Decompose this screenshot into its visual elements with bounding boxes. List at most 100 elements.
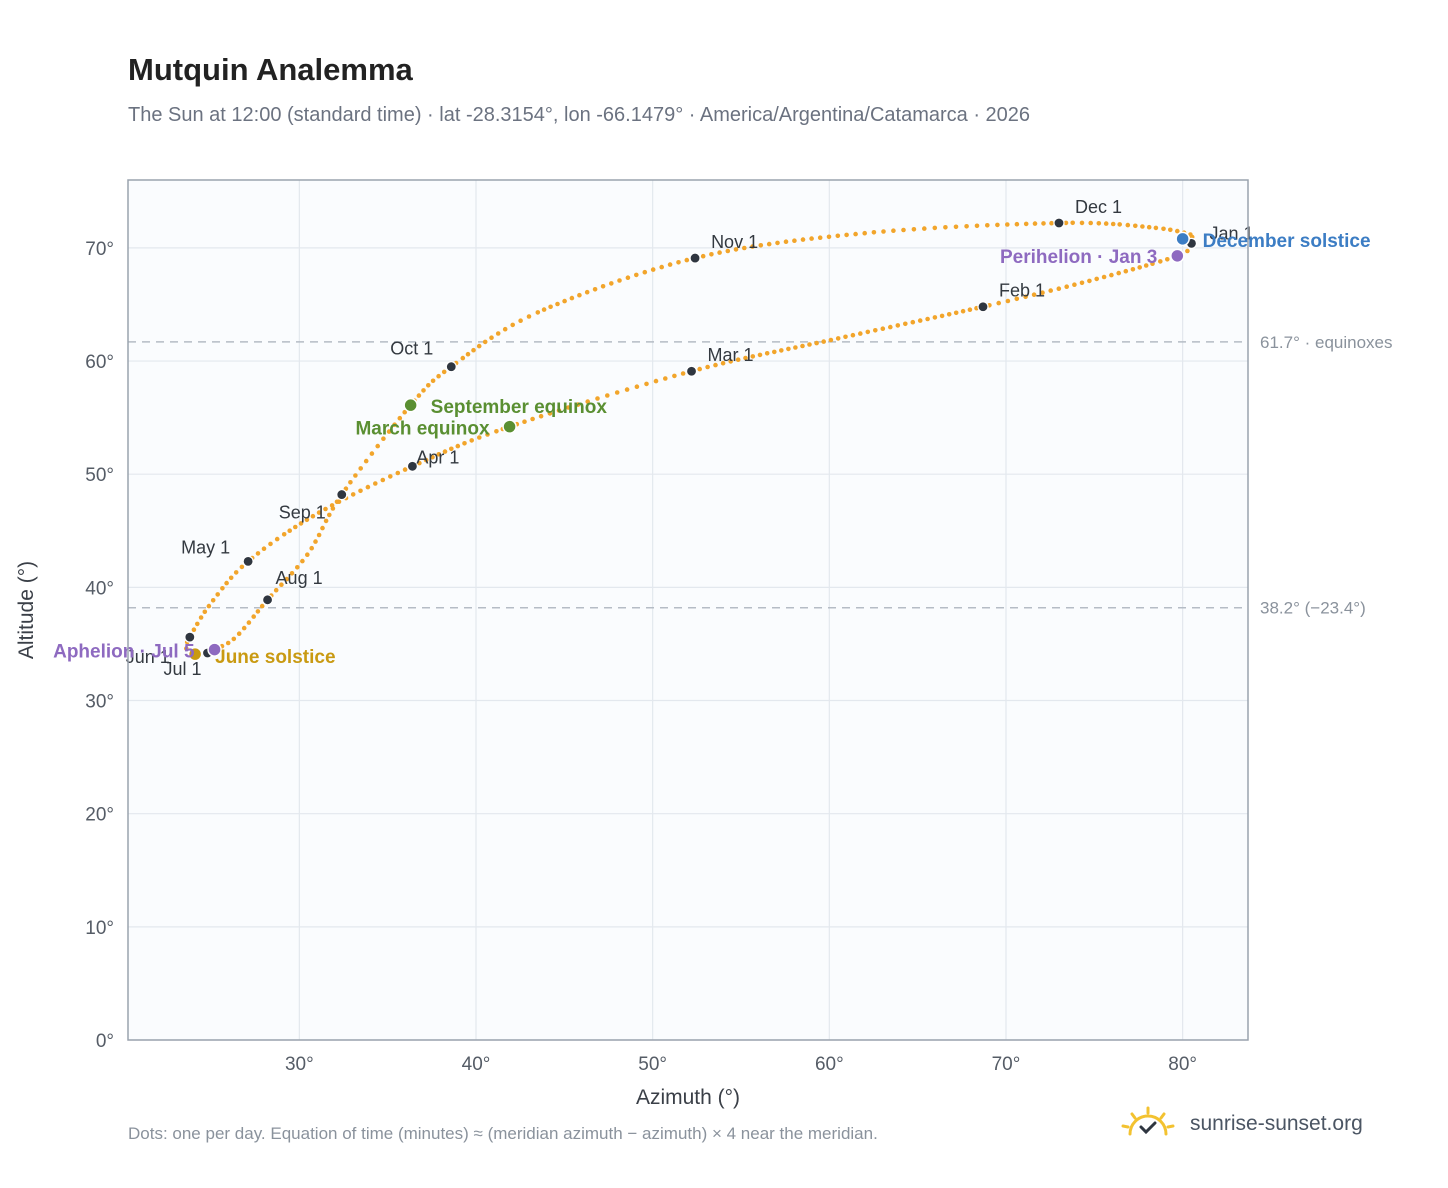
daily-dot xyxy=(1070,220,1075,226)
daily-dot xyxy=(547,411,553,416)
daily-dot xyxy=(477,435,482,440)
daily-dot xyxy=(828,337,834,343)
daily-dot xyxy=(786,346,791,352)
daily-dot xyxy=(323,518,329,524)
daily-dot xyxy=(465,351,471,357)
daily-dot xyxy=(946,312,952,317)
daily-dot xyxy=(510,322,515,328)
daily-dot xyxy=(807,342,812,347)
daily-dot xyxy=(932,315,938,320)
daily-dot xyxy=(566,405,571,410)
daily-dot xyxy=(953,310,959,316)
daily-dot xyxy=(844,232,849,238)
daily-dot xyxy=(375,443,381,449)
daily-dot xyxy=(650,267,656,272)
daily-dot xyxy=(350,492,356,497)
event-marker xyxy=(502,419,517,434)
daily-dot xyxy=(585,399,590,404)
daily-dot xyxy=(817,235,823,240)
daily-dot xyxy=(1032,221,1038,226)
daily-dot xyxy=(316,510,322,515)
daily-dot xyxy=(386,429,392,434)
daily-dot xyxy=(1064,284,1069,290)
x-axis-label: Azimuth (°) xyxy=(636,1086,740,1109)
daily-dot xyxy=(709,252,714,257)
daily-dot xyxy=(365,484,371,490)
daily-dot xyxy=(821,339,826,344)
month-label: Aug 1 xyxy=(276,568,323,588)
daily-dot xyxy=(236,631,242,636)
daily-dot xyxy=(850,332,856,338)
daily-dot xyxy=(667,262,673,267)
daily-dot xyxy=(313,539,318,544)
daily-dot xyxy=(397,415,403,421)
daily-dot xyxy=(922,226,927,231)
daily-dot xyxy=(705,364,710,370)
daily-dot xyxy=(809,236,814,241)
daily-dot xyxy=(442,449,448,454)
daily-dot xyxy=(195,621,200,627)
daily-dot xyxy=(569,295,575,301)
daily-dot xyxy=(634,384,640,390)
y-tick-label: 0° xyxy=(96,1031,114,1052)
daily-dot xyxy=(274,536,280,542)
daily-dot xyxy=(518,318,523,324)
daily-dot xyxy=(436,452,442,457)
daily-dot xyxy=(358,488,363,494)
daily-dot xyxy=(1123,268,1129,274)
daily-dot xyxy=(289,571,295,576)
daily-dot xyxy=(1014,221,1020,227)
daily-dot xyxy=(348,480,353,485)
daily-dot xyxy=(764,351,770,356)
month-label: May 1 xyxy=(181,537,230,557)
plot-frame xyxy=(127,179,1249,1041)
x-tick-label: 40° xyxy=(462,1054,491,1075)
daily-dot xyxy=(1143,263,1149,268)
daily-dot xyxy=(800,343,805,349)
daily-dot xyxy=(985,223,990,228)
daily-dot xyxy=(426,383,431,388)
daily-dot xyxy=(1094,276,1099,282)
daily-dot xyxy=(903,321,908,327)
daily-dot xyxy=(772,349,777,355)
daily-dot xyxy=(873,328,878,333)
daily-dot xyxy=(728,359,733,364)
y-tick-label: 70° xyxy=(85,239,114,260)
daily-dot xyxy=(1110,221,1116,227)
daily-dot xyxy=(215,592,220,597)
daily-dot xyxy=(642,269,648,275)
daily-dot xyxy=(964,224,969,229)
daily-dot xyxy=(304,517,310,523)
daily-dot xyxy=(871,230,877,235)
daily-dot xyxy=(750,354,756,359)
month-marker xyxy=(242,555,254,567)
daily-dot xyxy=(659,264,664,270)
daily-dot xyxy=(320,525,325,531)
daily-dot xyxy=(862,230,867,236)
daily-dot xyxy=(793,345,798,350)
y-tick-label: 20° xyxy=(85,805,114,826)
daily-dot xyxy=(600,284,606,289)
month-marker xyxy=(1053,217,1065,229)
daily-dot xyxy=(526,314,532,319)
daily-dot xyxy=(775,240,780,246)
daily-dot xyxy=(1049,220,1054,226)
brand[interactable]: sunrise-sunset.org xyxy=(1120,1100,1363,1148)
daily-dot xyxy=(1137,265,1142,270)
daily-dot xyxy=(1056,286,1062,292)
daily-dot xyxy=(334,499,340,505)
daily-dot xyxy=(967,307,973,313)
daily-dot xyxy=(1158,259,1163,264)
daily-dot xyxy=(891,228,896,233)
daily-dot xyxy=(449,446,454,452)
daily-dot xyxy=(792,238,797,243)
daily-dot xyxy=(758,243,764,248)
daily-dot xyxy=(1031,292,1037,298)
daily-dot xyxy=(1130,267,1136,272)
daily-dot xyxy=(191,627,197,632)
chart-subtitle: The Sun at 12:00 (standard time) · lat -… xyxy=(128,104,1031,126)
daily-dot xyxy=(609,281,614,286)
daily-dot xyxy=(293,524,298,530)
daily-dot xyxy=(239,564,245,570)
month-marker xyxy=(184,631,196,643)
